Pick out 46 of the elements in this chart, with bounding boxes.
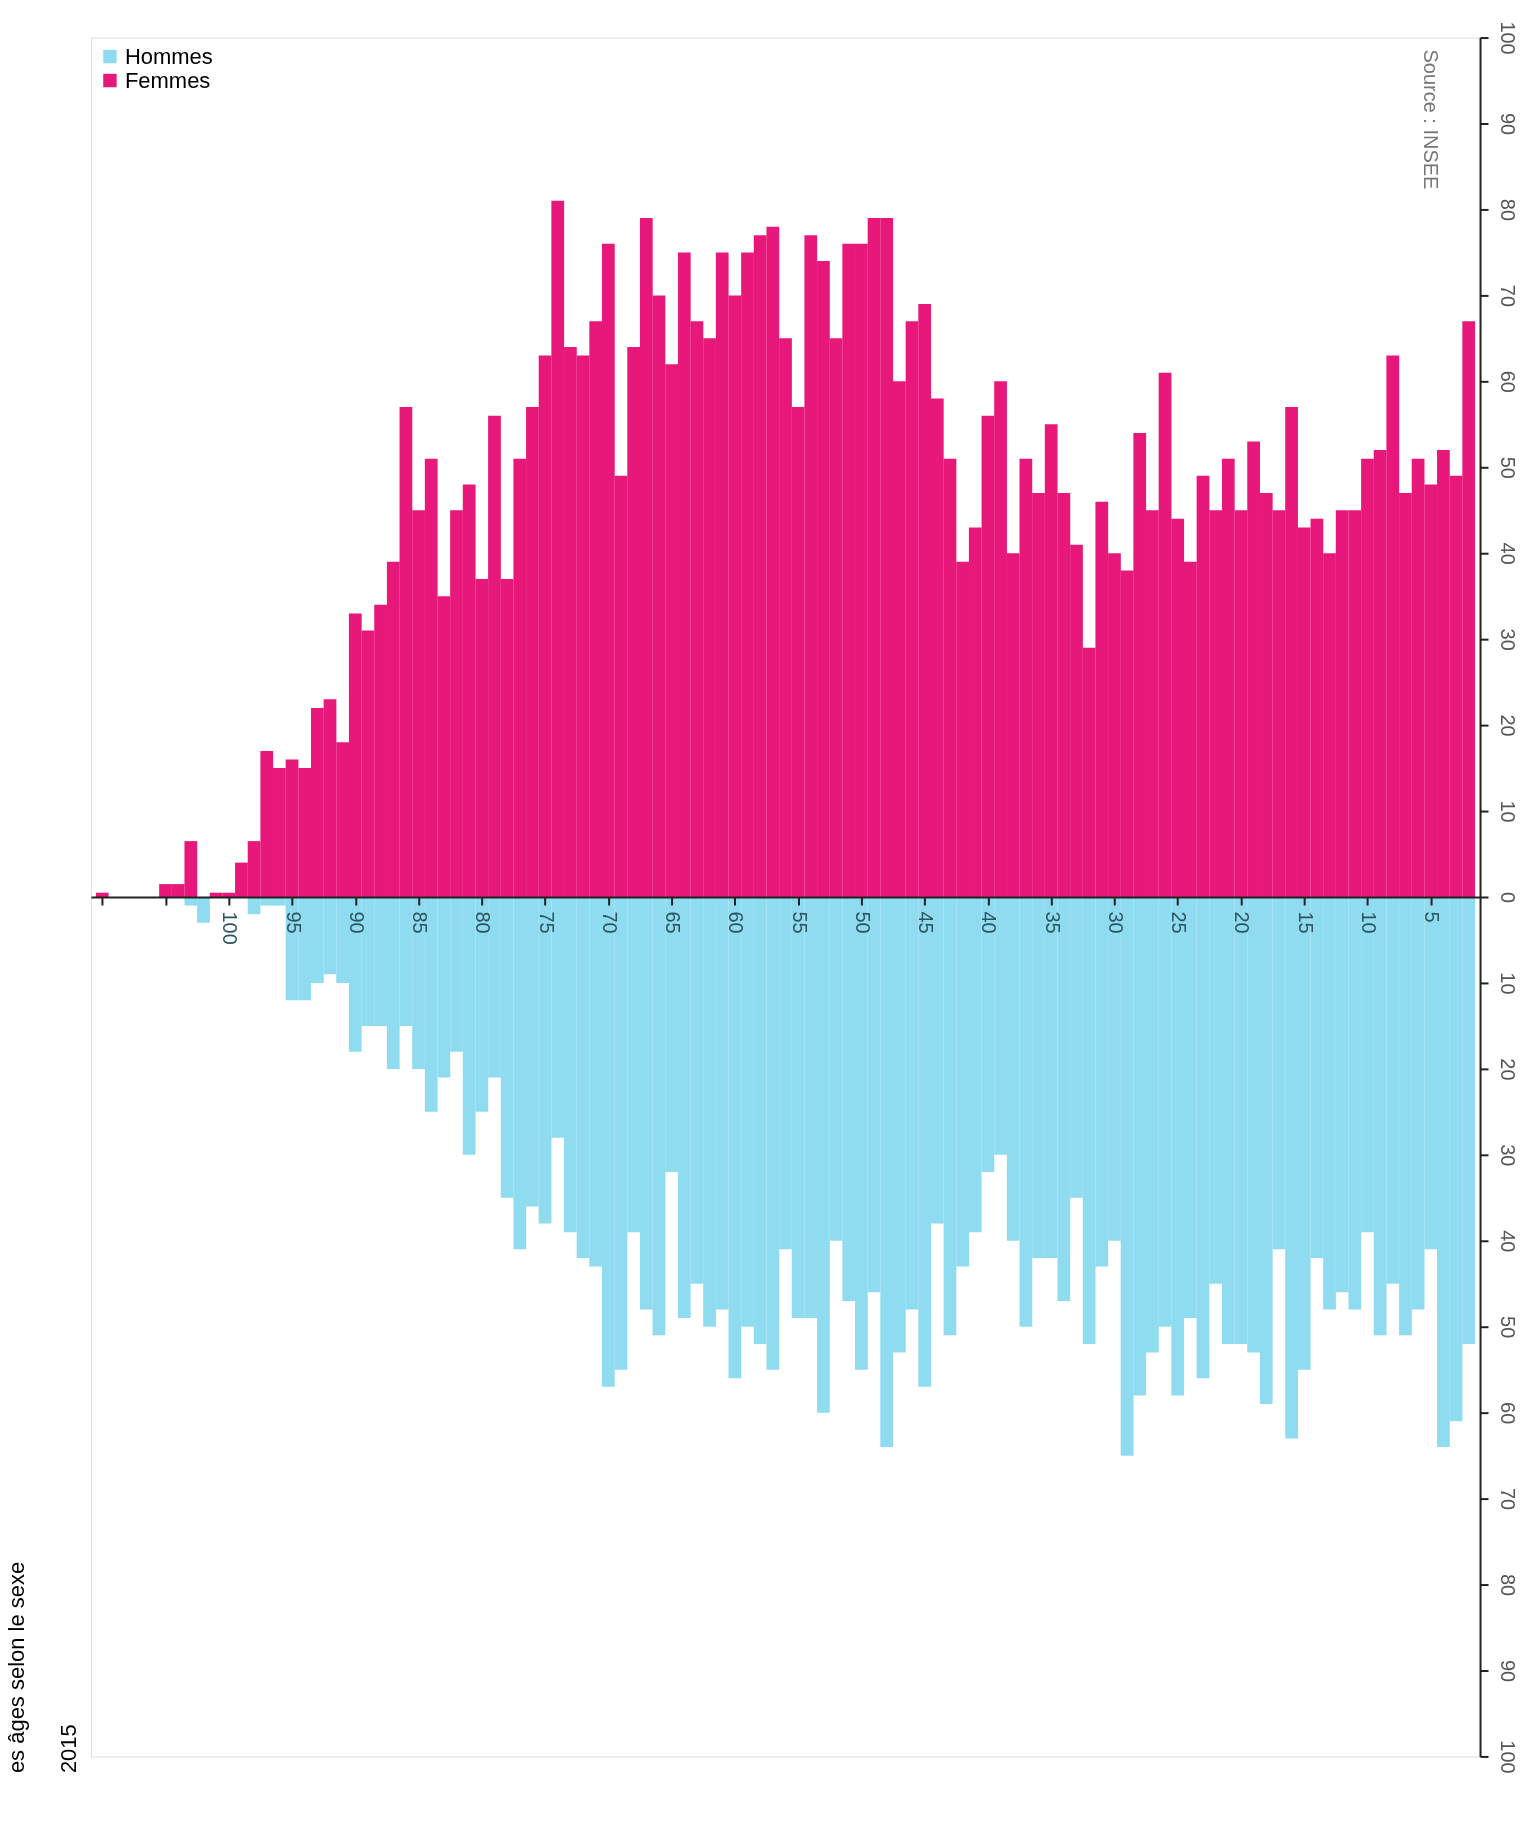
y-tick-label: 90 xyxy=(1496,112,1519,136)
x-tick-label: 10 xyxy=(1357,911,1380,934)
y-tick-label: 60 xyxy=(1496,1402,1519,1425)
x-tick-label: 50 xyxy=(851,911,874,934)
y-tick-label: 50 xyxy=(1496,1316,1519,1339)
y-tick-label: 80 xyxy=(1496,198,1519,222)
text: 2015 xyxy=(55,1724,81,1774)
x-tick-label: 15 xyxy=(1294,911,1317,934)
x-tick-label: 75 xyxy=(535,911,558,934)
x-tick-label: 55 xyxy=(788,911,811,934)
y-tick-label: 60 xyxy=(1496,370,1519,393)
y-tick-label: 20 xyxy=(1496,1058,1519,1081)
x-tick-label: 85 xyxy=(409,911,432,934)
y-tick-label: 40 xyxy=(1496,1230,1519,1253)
y-tick-label: 100 xyxy=(1496,21,1519,55)
y-tick-label: 0 xyxy=(1496,891,1519,904)
x-tick-label: 60 xyxy=(725,911,748,934)
y-tick-label: 10 xyxy=(1496,972,1519,995)
y-tick-label: 10 xyxy=(1496,800,1519,823)
legend-label: Hommes xyxy=(124,43,213,69)
y-tick-label: 50 xyxy=(1496,456,1519,479)
x-tick-label: 35 xyxy=(1041,911,1064,934)
x-tick-label: 30 xyxy=(1104,911,1127,934)
x-tick-label: 80 xyxy=(472,911,495,934)
legend-label: Femmes xyxy=(124,67,211,93)
x-tick-label: 20 xyxy=(1231,911,1254,934)
x-tick-label: 65 xyxy=(662,911,685,934)
y-tick-label: 90 xyxy=(1496,1659,1519,1683)
y-tick-label: 100 xyxy=(1496,1740,1519,1774)
x-tick-label: 100 xyxy=(219,911,242,945)
y-tick-label: 30 xyxy=(1496,1144,1519,1167)
y-tick-label: 80 xyxy=(1496,1573,1519,1597)
y-tick-label: 70 xyxy=(1496,284,1519,307)
y-tick-label: 40 xyxy=(1496,542,1519,565)
x-tick-label: 5 xyxy=(1421,911,1444,923)
x-tick-label: 40 xyxy=(978,911,1001,934)
y-tick-label: 30 xyxy=(1496,628,1519,651)
y-tick-label: 70 xyxy=(1496,1487,1519,1511)
x-tick-label: 25 xyxy=(1168,911,1191,934)
x-tick-label: 45 xyxy=(915,911,938,934)
x-tick-label: 70 xyxy=(598,911,621,934)
x-tick-label: 95 xyxy=(282,911,305,934)
annotation: Source : INSEE xyxy=(1420,49,1443,190)
text: es âges selon le sexe xyxy=(3,1561,29,1774)
y-tick-label: 20 xyxy=(1496,714,1519,737)
x-tick-label: 90 xyxy=(345,911,368,934)
